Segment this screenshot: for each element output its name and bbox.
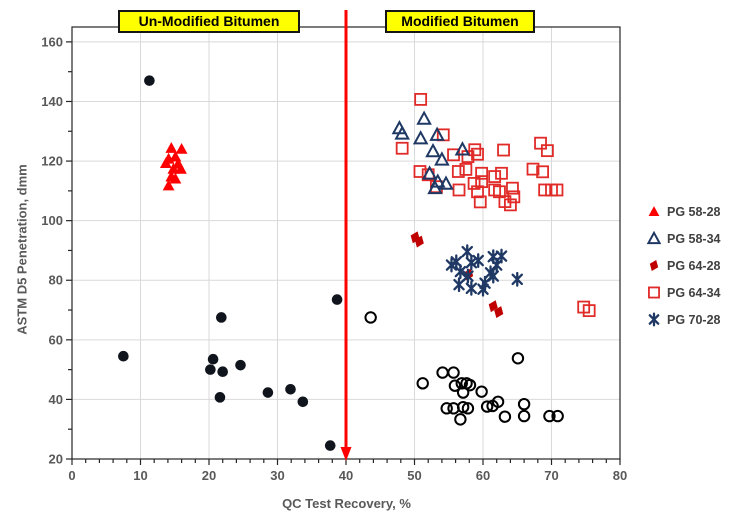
svg-text:0: 0 xyxy=(68,468,75,483)
series-unmodified-bitumen xyxy=(118,75,343,451)
legend-label: PG 64-34 xyxy=(667,285,721,300)
legend-item-pg-58-34: PG 58-34 xyxy=(645,225,721,252)
series-pg-70-28 xyxy=(445,244,523,297)
y-tick-labels: 20 40 60 80 100 120 140 160 xyxy=(41,34,63,466)
divider-line xyxy=(340,10,352,461)
legend-label: PG 58-28 xyxy=(667,204,721,219)
legend-marker-square-open-icon xyxy=(648,286,660,299)
legend-item-pg-58-28: PG 58-28 xyxy=(645,198,721,225)
legend-item-pg-64-34: PG 64-34 xyxy=(645,279,721,306)
svg-text:140: 140 xyxy=(41,94,63,109)
legend-label: PG 70-28 xyxy=(667,312,721,327)
legend-marker-star6-icon xyxy=(648,312,660,327)
svg-text:70: 70 xyxy=(544,468,558,483)
legend-label: PG 58-34 xyxy=(667,231,721,246)
svg-text:40: 40 xyxy=(49,392,63,407)
svg-text:100: 100 xyxy=(41,213,63,228)
axis-ticks xyxy=(66,41,621,465)
legend-marker-triangle-filled-icon xyxy=(648,206,660,217)
legend-label: PG 64-28 xyxy=(667,258,721,273)
y-axis-title: ASTM D5 Penetration, dmm xyxy=(14,164,30,335)
svg-text:80: 80 xyxy=(49,273,63,288)
series-modified-bitumen-unlabeled xyxy=(364,311,564,426)
svg-text:30: 30 xyxy=(270,468,284,483)
x-axis-title: QC Test Recovery, % xyxy=(282,496,411,511)
svg-text:60: 60 xyxy=(476,468,490,483)
legend: PG 58-28 PG 58-34 PG 64-28 PG 64-34 PG 70-28 xyxy=(645,198,721,333)
legend-item-pg-70-28: PG 70-28 xyxy=(645,306,721,333)
svg-text:120: 120 xyxy=(41,154,63,169)
svg-text:10: 10 xyxy=(133,468,147,483)
svg-text:60: 60 xyxy=(49,332,63,347)
svg-text:160: 160 xyxy=(41,34,63,49)
x-tick-labels: 0 10 20 30 40 50 60 70 80 xyxy=(68,468,627,483)
svg-text:20: 20 xyxy=(49,452,63,467)
legend-marker-diamond-filled-icon xyxy=(649,260,659,271)
svg-text:40: 40 xyxy=(339,468,353,483)
region-label-modified: Modified Bitumen xyxy=(385,10,535,33)
region-label-unmodified: Un-Modified Bitumen xyxy=(118,10,300,33)
legend-item-pg-64-28: PG 64-28 xyxy=(645,252,721,279)
series-pg-64-28 xyxy=(410,231,504,319)
svg-text:80: 80 xyxy=(613,468,627,483)
series-pg-64-34 xyxy=(395,92,596,318)
series-pg-58-28 xyxy=(159,142,188,191)
series-pg-58-34 xyxy=(391,110,471,195)
svg-text:50: 50 xyxy=(407,468,421,483)
svg-text:20: 20 xyxy=(202,468,216,483)
legend-marker-triangle-open-icon xyxy=(646,230,662,245)
